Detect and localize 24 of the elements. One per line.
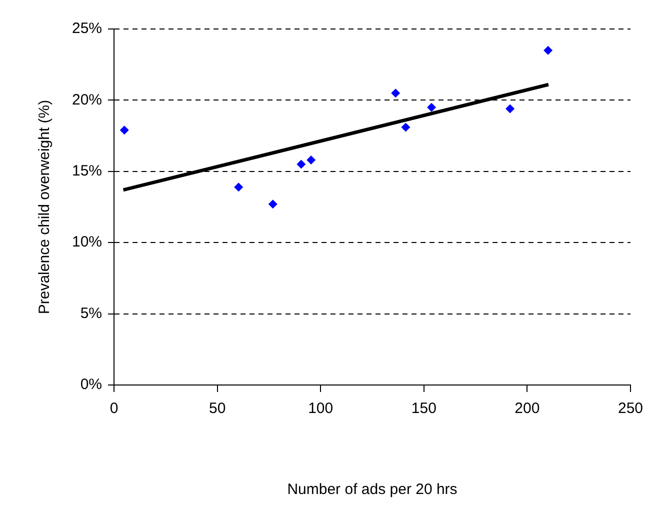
y-tick-label: 20%: [72, 91, 102, 108]
point: [544, 46, 553, 55]
x-tick-label: 50: [208, 400, 226, 418]
y-tick-label: 0%: [80, 376, 102, 394]
point: [427, 102, 436, 112]
x-tick-label: 0: [110, 400, 118, 418]
point: [306, 156, 316, 165]
point: [391, 88, 400, 98]
x-tick-label: 250: [618, 400, 643, 418]
x-tick-label: 100: [308, 400, 334, 418]
point: [506, 104, 515, 114]
point: [234, 182, 244, 192]
y-tick-label: 10%: [72, 234, 102, 251]
y-tick-label: 5%: [80, 304, 102, 322]
point: [120, 126, 129, 135]
y-tick-label: 15%: [72, 162, 102, 180]
point: [296, 160, 306, 169]
y-axis-title: Prevalence child overweight (%): [36, 100, 54, 314]
point: [268, 200, 278, 209]
x-tick-label: 200: [514, 400, 540, 418]
x-tick-label: 150: [411, 400, 436, 418]
point: [401, 122, 410, 132]
x-axis-title: Number of ads per 20 hrs: [287, 481, 458, 498]
y-tick-label: 25%: [72, 20, 102, 38]
